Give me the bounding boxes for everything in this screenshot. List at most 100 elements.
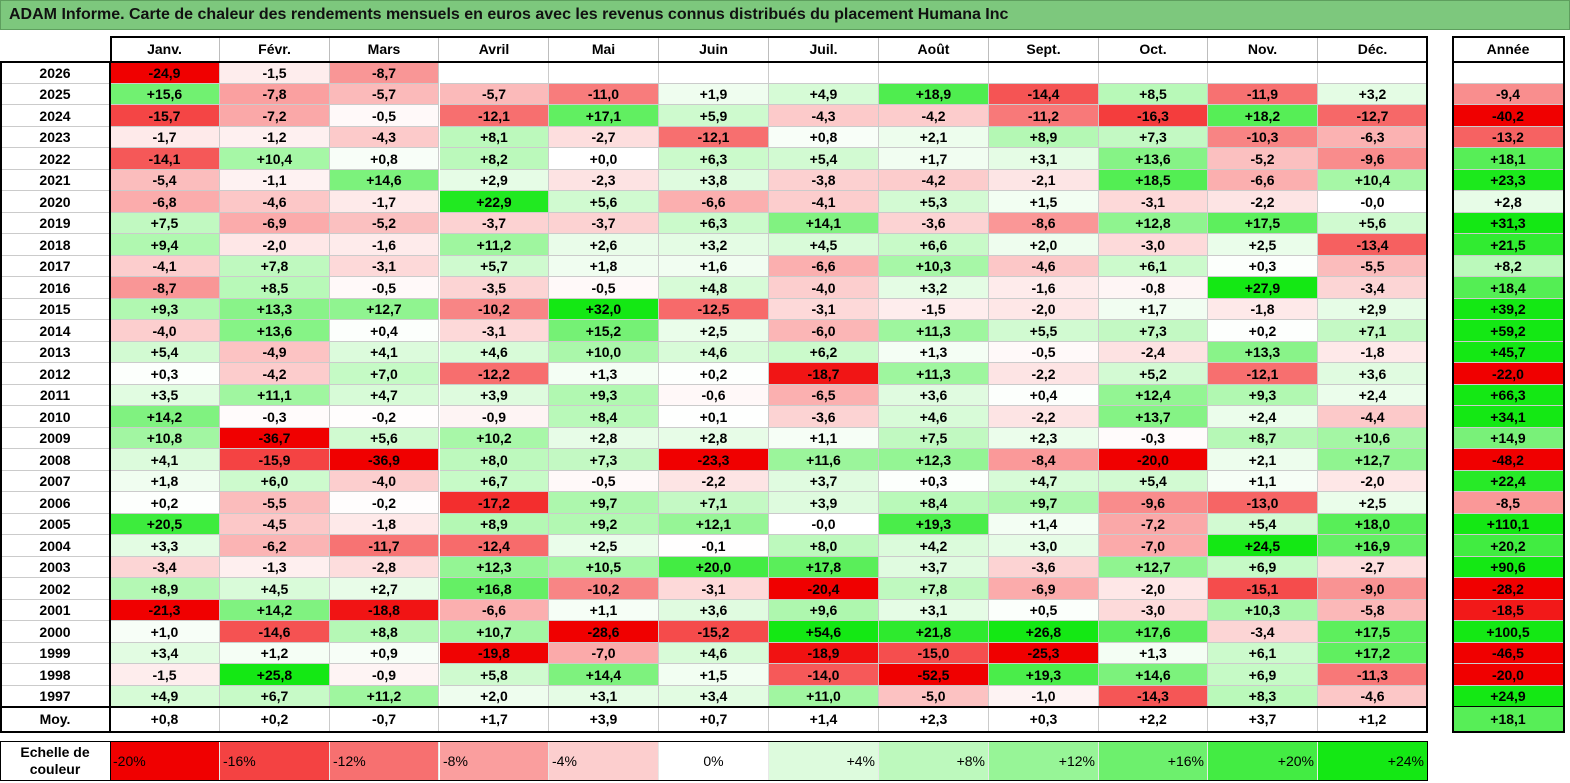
heatmap-cell: -3,6 bbox=[989, 557, 1099, 578]
heatmap-cell: +6,3 bbox=[659, 213, 769, 234]
heatmap-cell: -1,5 bbox=[110, 664, 220, 686]
heatmap-cell: +3,1 bbox=[879, 600, 989, 621]
heatmap-cell: +0,2 bbox=[659, 363, 769, 385]
heatmap-cell: -28,6 bbox=[549, 621, 659, 643]
heatmap-cell: -17,2 bbox=[440, 492, 549, 514]
heatmap-cell: +5,7 bbox=[440, 256, 549, 277]
heatmap-cell: +18,5 bbox=[1099, 170, 1208, 191]
heatmap-cell: -14,1 bbox=[110, 148, 220, 170]
color-scale-swatch: +20% bbox=[1208, 741, 1318, 781]
heatmap-cell: -1,7 bbox=[330, 191, 439, 213]
color-scale-swatch: +24% bbox=[1318, 741, 1428, 781]
year-label: 2007 bbox=[0, 471, 110, 492]
year-label: 1999 bbox=[0, 643, 110, 664]
heatmap-cell: +54,6 bbox=[769, 621, 879, 643]
annual-cell: -8,5 bbox=[1452, 492, 1565, 514]
heatmap-cell: +1,7 bbox=[1099, 299, 1208, 320]
heatmap-cell: +16,8 bbox=[440, 578, 549, 600]
average-cell: +1,2 bbox=[1318, 707, 1428, 732]
heatmap-cell: +3,7 bbox=[769, 471, 879, 492]
heatmap-cell: +2,7 bbox=[330, 578, 439, 600]
heatmap-cell bbox=[659, 62, 769, 84]
average-cell: +1,4 bbox=[769, 707, 879, 732]
heatmap-cell: +2,9 bbox=[440, 170, 549, 191]
heatmap-cell: +2,0 bbox=[440, 686, 549, 707]
heatmap-cell bbox=[1318, 62, 1428, 84]
heatmap-cell: -4,1 bbox=[110, 256, 220, 277]
average-cell: +0,8 bbox=[110, 707, 220, 732]
heatmap-cell: +1,8 bbox=[110, 471, 220, 492]
heatmap-cell: +17,5 bbox=[1318, 621, 1428, 643]
month-header: Mai bbox=[549, 36, 659, 62]
annual-header: Année bbox=[1452, 36, 1565, 62]
heatmap-cell: -5,5 bbox=[220, 492, 330, 514]
heatmap-cell: -6,3 bbox=[1318, 127, 1428, 148]
annual-cell: -28,2 bbox=[1452, 578, 1565, 600]
heatmap-cell: -9,0 bbox=[1318, 578, 1428, 600]
heatmap-cell: +4,9 bbox=[769, 84, 879, 105]
month-header: Juil. bbox=[769, 36, 879, 62]
heatmap-cell: -1,6 bbox=[330, 234, 439, 256]
heatmap-cell: +14,2 bbox=[220, 600, 330, 621]
heatmap-cell: +3,6 bbox=[879, 385, 989, 406]
heatmap-cell: -18,8 bbox=[330, 600, 439, 621]
heatmap-cell: +2,8 bbox=[549, 428, 659, 449]
heatmap-cell: -6,6 bbox=[440, 600, 549, 621]
heatmap-cell: -11,9 bbox=[1208, 84, 1318, 105]
heatmap-cell: +5,6 bbox=[1318, 213, 1428, 234]
heatmap-cell: +25,8 bbox=[220, 664, 330, 686]
heatmap-cell: +0,9 bbox=[330, 643, 439, 664]
heatmap-cell: +3,2 bbox=[879, 277, 989, 299]
heatmap-cell: -6,5 bbox=[769, 385, 879, 406]
year-label: 2021 bbox=[0, 170, 110, 191]
heatmap-cell: +17,6 bbox=[1099, 621, 1208, 643]
heatmap-cell: -3,4 bbox=[1208, 621, 1318, 643]
annual-cell: +21,5 bbox=[1452, 234, 1565, 256]
heatmap-cell: +0,8 bbox=[330, 148, 439, 170]
heatmap-cell: +1,7 bbox=[879, 148, 989, 170]
heatmap-cell: -7,0 bbox=[1099, 535, 1208, 557]
average-cell: +2,3 bbox=[879, 707, 989, 732]
heatmap-cell: +4,7 bbox=[989, 471, 1099, 492]
heatmap-cell: -1,3 bbox=[220, 557, 330, 578]
heatmap-cell: +9,3 bbox=[110, 299, 220, 320]
heatmap-cell: -3,6 bbox=[769, 406, 879, 428]
heatmap-cell: +6,9 bbox=[1208, 664, 1318, 686]
heatmap-cell: +4,9 bbox=[110, 686, 220, 707]
heatmap-cell: -10,2 bbox=[549, 578, 659, 600]
annual-cell: +39,2 bbox=[1452, 299, 1565, 320]
heatmap-cell: -3,1 bbox=[1099, 191, 1208, 213]
heatmap-cell: -2,2 bbox=[1208, 191, 1318, 213]
heatmap-cell: +5,6 bbox=[549, 191, 659, 213]
heatmap-cell: +1,3 bbox=[1099, 643, 1208, 664]
heatmap-cell: -3,4 bbox=[1318, 277, 1428, 299]
heatmap-cell: +26,8 bbox=[989, 621, 1099, 643]
heatmap-cell: -52,5 bbox=[879, 664, 989, 686]
heatmap-cell: -3,0 bbox=[1099, 600, 1208, 621]
annual-cell: -22,0 bbox=[1452, 363, 1565, 385]
annual-cell: +22,4 bbox=[1452, 471, 1565, 492]
heatmap-cell: +20,0 bbox=[659, 557, 769, 578]
heatmap-cell: -11,2 bbox=[989, 105, 1099, 127]
heatmap-cell: -3,1 bbox=[659, 578, 769, 600]
heatmap-cell: -24,9 bbox=[110, 62, 220, 84]
heatmap-cell: -36,9 bbox=[330, 449, 439, 471]
color-scale-swatch: -8% bbox=[440, 741, 549, 781]
heatmap-cell: +6,9 bbox=[1208, 557, 1318, 578]
heatmap-cell: -13,4 bbox=[1318, 234, 1428, 256]
heatmap-cell: -4,6 bbox=[989, 256, 1099, 277]
year-label: 2001 bbox=[0, 600, 110, 621]
heatmap-cell: +24,5 bbox=[1208, 535, 1318, 557]
heatmap-cell: -0,2 bbox=[330, 492, 439, 514]
heatmap-cell: -15,0 bbox=[879, 643, 989, 664]
heatmap-cell: +14,4 bbox=[549, 664, 659, 686]
heatmap-cell: +2,0 bbox=[989, 234, 1099, 256]
heatmap-cell: +3,4 bbox=[659, 686, 769, 707]
heatmap-cell bbox=[1099, 62, 1208, 84]
year-label: 2024 bbox=[0, 105, 110, 127]
heatmap-cell: -5,5 bbox=[1318, 256, 1428, 277]
average-annual-cell: +18,1 bbox=[1452, 707, 1565, 732]
month-header: Mars bbox=[330, 36, 439, 62]
year-label: 2015 bbox=[0, 299, 110, 320]
heatmap-cell: +2,5 bbox=[1318, 492, 1428, 514]
